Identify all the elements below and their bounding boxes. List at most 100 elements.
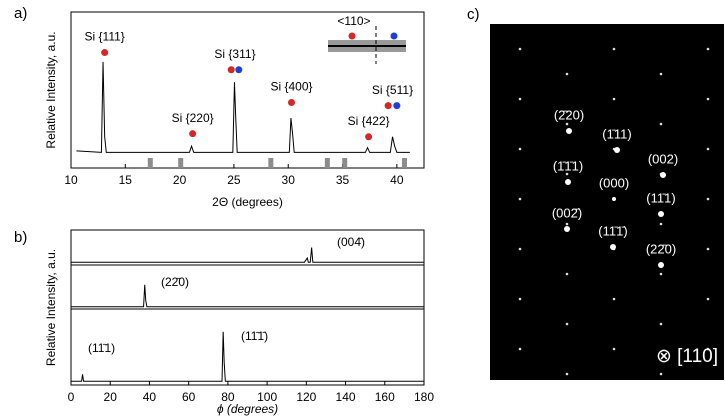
- diffraction-spot: [612, 197, 616, 201]
- diffraction-spot: [659, 372, 663, 376]
- diffraction-spot: [518, 247, 522, 251]
- spot-label: (11̄1): [646, 190, 675, 205]
- plot-frame: [70, 11, 425, 169]
- spot-label: (002̄): [552, 205, 582, 220]
- phase-dot: [235, 66, 243, 74]
- peak-label: (11̄1̄): [241, 329, 268, 343]
- diffraction-spot: [660, 172, 666, 178]
- diffraction-spot: [565, 122, 569, 126]
- peak-label: (11̄1): [88, 341, 115, 355]
- diffraction-spot: [658, 211, 664, 217]
- spot-label: (22̄0): [646, 241, 676, 256]
- x-tick-label: 20: [104, 390, 118, 404]
- spot-label: (1̄1̄1): [553, 158, 583, 173]
- diffraction-spot: [706, 47, 710, 51]
- phase-dot: [384, 102, 392, 110]
- y-axis-label: Relative Intensity, a.u.: [44, 249, 58, 366]
- x-tick-label: 20: [173, 173, 187, 187]
- spot-label: (000): [599, 175, 629, 190]
- diffraction-spot: [565, 72, 569, 76]
- phase-dot: [189, 130, 197, 138]
- phase-dot: [287, 98, 295, 106]
- diffraction-spot: [565, 179, 571, 185]
- x-tick-label: 0: [68, 390, 75, 404]
- x-tick-label: 10: [64, 173, 78, 187]
- reference-bar: [401, 158, 407, 168]
- diffraction-spot: [518, 197, 522, 201]
- diffraction-spot: [706, 247, 710, 251]
- diffraction-image: [490, 24, 724, 380]
- phase-dot: [227, 66, 235, 74]
- reference-bar: [342, 158, 348, 168]
- trace: [71, 284, 424, 308]
- spot-label: (1̄11): [602, 126, 631, 141]
- x-tick-label: 15: [119, 173, 133, 187]
- diffraction-spot: [566, 128, 572, 134]
- diffraction-spot: [612, 47, 616, 51]
- reference-bar: [147, 158, 153, 168]
- peak-label: Si {111}: [85, 30, 125, 44]
- inset: <110>: [328, 14, 406, 64]
- panel-label: a): [14, 5, 27, 22]
- x-tick-label: 40: [390, 173, 404, 187]
- diffraction-spot: [518, 297, 522, 301]
- diffraction-spot: [706, 347, 710, 351]
- diffraction-spot: [564, 226, 570, 232]
- reference-bar: [268, 158, 274, 168]
- x-tick-label: 80: [221, 390, 235, 404]
- phase-dot: [101, 49, 109, 57]
- x-tick-label: 180: [414, 390, 434, 404]
- diffraction-spot: [612, 297, 616, 301]
- x-axis-label: 2Θ (degrees): [212, 195, 283, 209]
- x-tick-label: 60: [182, 390, 196, 404]
- y-axis-label: Relative Intensity, a.u.: [44, 31, 58, 148]
- diffraction-spot: [706, 97, 710, 101]
- x-tick-label: 120: [296, 390, 316, 404]
- diffraction-spot: [518, 97, 522, 101]
- diffraction-spot: [518, 47, 522, 51]
- diffraction-spot: [706, 147, 710, 151]
- diffraction-spot: [565, 372, 569, 376]
- diffraction-spot: [658, 262, 664, 268]
- phase-dot: [393, 102, 401, 110]
- diffraction-spot: [659, 272, 663, 276]
- diffraction-spot: [518, 347, 522, 351]
- diffraction-spot: [659, 72, 663, 76]
- diffraction-spot: [659, 222, 663, 226]
- plot-frame: [70, 229, 425, 386]
- peak-label: Si {311}: [214, 47, 255, 61]
- diffraction-spot: [565, 272, 569, 276]
- panel-label: b): [14, 229, 27, 246]
- diffraction-spot: [706, 197, 710, 201]
- peak-label: Si {511}: [372, 83, 413, 97]
- phase-dot: [365, 133, 373, 141]
- diffraction-spot: [565, 172, 569, 176]
- reference-bar: [324, 158, 330, 168]
- diffraction-spot: [518, 147, 522, 151]
- x-tick-label: 140: [336, 390, 356, 404]
- trace: [71, 247, 424, 263]
- x-tick-label: 35: [336, 173, 350, 187]
- spot-label: (2̄20): [554, 107, 584, 122]
- x-tick-label: 30: [282, 173, 296, 187]
- spot-label: (11̄1̄): [598, 223, 627, 238]
- peak-label: Si {400}: [270, 80, 312, 94]
- peak-label: (22̄0): [161, 275, 189, 289]
- diffraction-spot: [565, 322, 569, 326]
- diffraction-spot: [659, 322, 663, 326]
- peak-label: Si {220}: [172, 111, 214, 125]
- x-axis-label: ϕ (degrees): [217, 402, 278, 416]
- inset-dot: [390, 32, 398, 40]
- diffraction-spot: [610, 244, 616, 250]
- reference-bar: [178, 158, 184, 168]
- diffraction-spot: [612, 347, 616, 351]
- diffraction-spot: [659, 122, 663, 126]
- diffraction-spot: [706, 297, 710, 301]
- inset-label: <110>: [337, 14, 370, 28]
- x-tick-label: 160: [375, 390, 395, 404]
- spot-label: (002): [648, 151, 678, 166]
- x-tick-label: 40: [143, 390, 157, 404]
- diffraction-spot: [565, 222, 569, 226]
- trace: [76, 61, 410, 153]
